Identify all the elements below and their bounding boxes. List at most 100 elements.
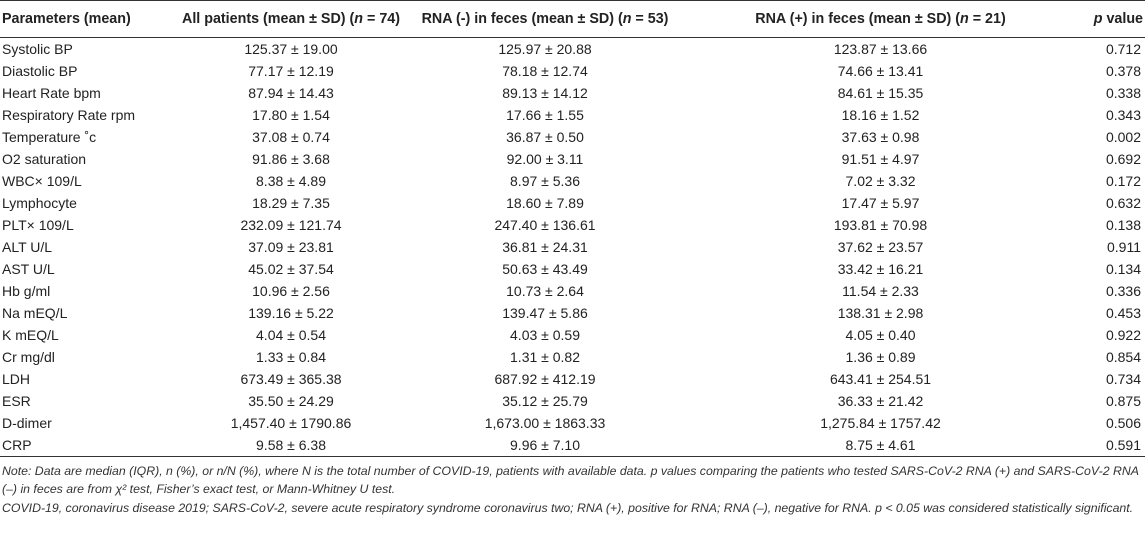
cell-rna-negative: 4.03 ± 0.59 xyxy=(510,327,580,343)
cell-rna-negative: 17.66 ± 1.55 xyxy=(506,107,584,123)
cell-rna-positive: 1.36 ± 0.89 xyxy=(845,349,916,365)
cell-p-value: 0.632 xyxy=(1105,195,1141,211)
cell-parameter: ESR xyxy=(2,393,31,409)
cell-all-patients: 1.33 ± 0.84 xyxy=(256,349,326,365)
cell-all-patients: 45.02 ± 37.54 xyxy=(248,261,334,277)
clinical-parameters-table: Parameters (mean) All patients (mean ± S… xyxy=(0,0,1145,457)
cell-parameter: Cr mg/dl xyxy=(2,349,55,365)
cell-all-patients: 37.09 ± 23.81 xyxy=(248,239,334,255)
cell-rna-positive: 17.47 ± 5.97 xyxy=(841,195,920,211)
header-neg-suffix: = 53) xyxy=(631,11,669,27)
header-p-suffix: value xyxy=(1102,11,1143,27)
table-header: Parameters (mean) All patients (mean ± S… xyxy=(0,0,1145,38)
header-p-value: p value xyxy=(1085,0,1145,38)
cell-all-patients: 18.29 ± 7.35 xyxy=(252,195,330,211)
cell-p-value: 0.922 xyxy=(1105,327,1141,343)
table-row: Temperature ˚c 37.08 ± 0.74 36.87 ± 0.50 37… xyxy=(0,126,1145,148)
cell-rna-negative: 1.31 ± 0.82 xyxy=(510,349,580,365)
table-row: AST U/L 45.02 ± 37.54 50.63 ± 43.49 33.42 ±… xyxy=(0,258,1145,280)
table-row: D-dimer 1,457.40 ± 1790.86 1,673.00 ± 1863… xyxy=(0,412,1145,434)
table-row: ESR 35.50 ± 24.29 35.12 ± 25.79 36.33 ± 21.… xyxy=(0,390,1145,412)
cell-rna-positive: 11.54 ± 2.33 xyxy=(842,283,919,299)
header-neg-prefix: RNA (-) in feces (mean ± SD) ( xyxy=(421,11,623,27)
cell-parameter: LDH xyxy=(2,371,31,387)
cell-p-value: 0.138 xyxy=(1105,217,1141,233)
cell-all-patients: 232.09 ± 121.74 xyxy=(240,217,342,233)
cell-rna-negative: 139.47 ± 5.86 xyxy=(502,305,588,321)
cell-p-value: 0.854 xyxy=(1105,349,1141,365)
header-rna-negative: RNA (-) in feces (mean ± SD) (n = 53) xyxy=(414,0,676,38)
cell-p-value: 0.378 xyxy=(1105,63,1141,79)
cell-rna-positive: 18.16 ± 1.52 xyxy=(841,107,920,123)
cell-all-patients: 91.86 ± 3.68 xyxy=(252,151,330,167)
cell-p-value: 0.336 xyxy=(1105,283,1141,299)
header-pos-n: n xyxy=(960,11,969,27)
cell-rna-positive: 7.02 ± 3.32 xyxy=(845,173,916,189)
cell-all-patients: 1,457.40 ± 1790.86 xyxy=(230,415,352,431)
cell-parameter: Diastolic BP xyxy=(2,63,78,79)
cell-rna-negative: 89.13 ± 14.12 xyxy=(502,85,588,101)
cell-rna-positive: 8.75 ± 4.61 xyxy=(676,434,1085,457)
header-parameters: Parameters (mean) xyxy=(0,0,168,38)
cell-parameter: D-dimer xyxy=(2,415,52,431)
cell-p-value: 0.591 xyxy=(1085,434,1145,457)
cell-p-value: 0.002 xyxy=(1105,129,1141,145)
cell-p-value: 0.734 xyxy=(1105,371,1141,387)
cell-rna-negative: 247.40 ± 136.61 xyxy=(494,217,596,233)
header-pos-prefix: RNA (+) in feces (mean ± SD) ( xyxy=(755,11,961,27)
cell-rna-positive: 37.62 ± 23.57 xyxy=(837,239,924,255)
cell-parameter: Hb g/ml xyxy=(2,283,51,299)
header-p-italic: p xyxy=(1093,11,1103,27)
table-row: K mEQ/L 4.04 ± 0.54 4.03 ± 0.59 4.05 ± 0.40… xyxy=(0,324,1145,346)
cell-p-value: 0.692 xyxy=(1105,151,1141,167)
cell-parameter: PLT× 109/L xyxy=(2,217,74,233)
cell-all-patients: 125.37 ± 19.00 xyxy=(244,41,338,57)
cell-rna-positive: 1,275.84 ± 1757.42 xyxy=(820,415,941,431)
header-pos-suffix: = 21) xyxy=(968,11,1006,27)
cell-rna-positive: 123.87 ± 13.66 xyxy=(833,41,928,57)
table-row: LDH 673.49 ± 365.38 687.92 ± 412.19 643.41 … xyxy=(0,368,1145,390)
table-row: ALT U/L 37.09 ± 23.81 36.81 ± 24.31 37.62 ±… xyxy=(0,236,1145,258)
table-row: O2 saturation 91.86 ± 3.68 92.00 ± 3.11 91.… xyxy=(0,148,1145,170)
cell-rna-negative: 8.97 ± 5.36 xyxy=(510,173,580,189)
cell-rna-negative: 18.60 ± 7.89 xyxy=(506,195,584,211)
cell-rna-negative: 50.63 ± 43.49 xyxy=(502,261,588,277)
table-row: Heart Rate bpm 87.94 ± 14.43 89.13 ± 14.12… xyxy=(0,82,1145,104)
table-row: Na mEQ/L 139.16 ± 5.22 139.47 ± 5.86 138.31… xyxy=(0,302,1145,324)
table-row: WBC× 109/L 8.38 ± 4.89 8.97 ± 5.36 7.02 ± 3… xyxy=(0,170,1145,192)
cell-p-value: 0.875 xyxy=(1105,393,1141,409)
table-body: Systolic BP 125.37 ± 19.00 125.97 ± 20.88 1… xyxy=(0,38,1145,457)
table-row: Cr mg/dl 1.33 ± 0.84 1.31 ± 0.82 1.36 ± 0.8… xyxy=(0,346,1145,368)
cell-all-patients: 37.08 ± 0.74 xyxy=(252,129,330,145)
header-neg-n: n xyxy=(622,11,632,27)
cell-all-patients: 8.38 ± 4.89 xyxy=(256,173,326,189)
cell-rna-positive: 74.66 ± 13.41 xyxy=(837,63,924,79)
cell-p-value: 0.338 xyxy=(1105,85,1141,101)
cell-rna-negative: 36.81 ± 24.31 xyxy=(502,239,588,255)
header-rna-positive: RNA (+) in feces (mean ± SD) (n = 21) xyxy=(676,0,1085,38)
cell-rna-negative: 92.00 ± 3.11 xyxy=(506,151,584,167)
cell-parameter: Lymphocyte xyxy=(2,195,77,211)
table-row: Respiratory Rate rpm 17.80 ± 1.54 17.66 ± … xyxy=(0,104,1145,126)
cell-p-value: 0.712 xyxy=(1105,41,1141,57)
table-row: Lymphocyte 18.29 ± 7.35 18.60 ± 7.89 17.47 … xyxy=(0,192,1145,214)
cell-p-value: 0.172 xyxy=(1105,173,1141,189)
table-row: CRP 9.58 ± 6.38 9.96 ± 7.10 8.75 ± 4.61 0.59… xyxy=(0,434,1145,457)
cell-all-patients: 139.16 ± 5.22 xyxy=(248,305,334,321)
cell-p-value: 0.506 xyxy=(1105,415,1141,431)
cell-parameter: Temperature ˚c xyxy=(2,129,97,145)
cell-p-value: 0.911 xyxy=(1107,239,1141,255)
cell-rna-negative: 36.87 ± 0.50 xyxy=(506,129,584,145)
cell-all-patients: 4.04 ± 0.54 xyxy=(256,327,326,343)
cell-rna-positive: 33.42 ± 16.21 xyxy=(837,261,924,277)
cell-rna-negative: 687.92 ± 412.19 xyxy=(494,371,596,387)
header-row: Parameters (mean) All patients (mean ± S… xyxy=(0,0,1145,38)
cell-rna-negative: 9.96 ± 7.10 xyxy=(414,434,676,457)
cell-parameter: Respiratory Rate rpm xyxy=(2,107,136,123)
cell-parameter: ALT U/L xyxy=(2,239,53,255)
cell-rna-negative: 1,673.00 ± 1863.33 xyxy=(484,415,606,431)
cell-rna-positive: 138.31 ± 2.98 xyxy=(837,305,924,321)
footnote-1: Note: Data are median (IQR), n (%), or n… xyxy=(2,464,1139,496)
cell-parameter: WBC× 109/L xyxy=(2,173,82,189)
cell-p-value: 0.453 xyxy=(1105,305,1141,321)
